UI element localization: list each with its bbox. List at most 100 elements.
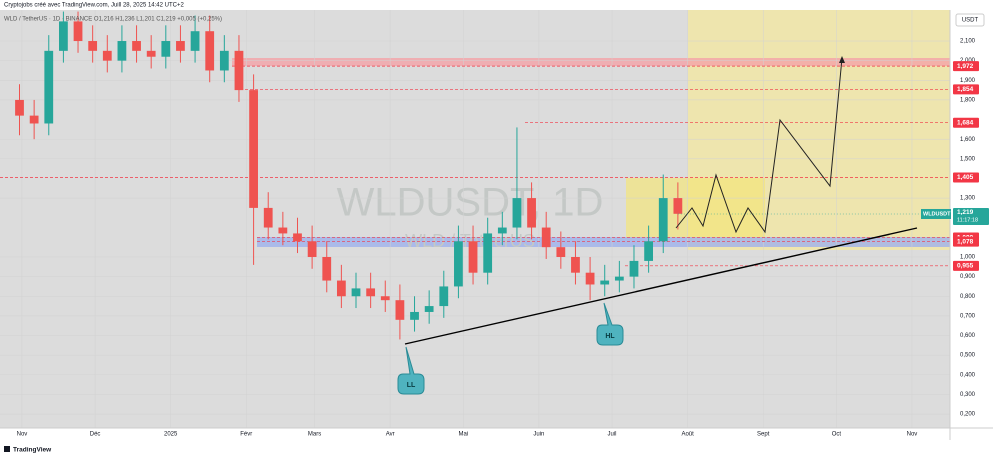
candle-body xyxy=(351,288,361,297)
level-label: 1,405 xyxy=(957,174,974,181)
y-tick-label: 0,700 xyxy=(960,313,976,319)
countdown: 11:17:18 xyxy=(957,217,978,223)
level-label: 0,955 xyxy=(957,263,974,270)
candle-body xyxy=(527,198,536,228)
candle-body xyxy=(614,276,624,281)
candle-body xyxy=(424,306,434,312)
candle-body xyxy=(205,31,215,71)
x-tick-label: Juin xyxy=(533,432,544,438)
x-tick-label: 2025 xyxy=(164,432,178,438)
candle-body xyxy=(673,198,683,214)
candle-body xyxy=(512,198,522,228)
candle-body xyxy=(44,50,54,124)
trend-line xyxy=(404,227,918,345)
time-axis xyxy=(0,428,993,456)
x-tick-label: Avr xyxy=(386,432,395,438)
callout xyxy=(397,346,425,395)
candle-body xyxy=(483,233,493,273)
y-tick-label: 1,300 xyxy=(960,196,976,202)
projection-path xyxy=(675,57,843,234)
candle-body xyxy=(176,41,185,51)
candle-body xyxy=(59,21,68,51)
symbol-label: WLDUSDT xyxy=(923,211,951,217)
legend: WLD / TetherUS · 1D · BINANCE O1,216 H1,… xyxy=(4,17,222,23)
level-badge xyxy=(953,236,979,247)
y-tick-label: 0,500 xyxy=(960,353,976,359)
candle-body xyxy=(88,41,98,51)
candle-body xyxy=(644,241,654,261)
level-badge xyxy=(953,61,979,72)
x-tick-label: Mai xyxy=(458,432,468,438)
watermark: WLDUSDT, 1D xyxy=(337,181,604,225)
y-tick-label: 1,900 xyxy=(960,78,976,84)
x-tick-label: Févr xyxy=(240,432,252,438)
y-tick-label: 0,900 xyxy=(960,274,976,280)
candle-body xyxy=(190,31,200,51)
y-tick-label: 0,400 xyxy=(960,372,976,378)
candle-body xyxy=(29,115,39,124)
callout xyxy=(596,302,624,346)
candle-body xyxy=(629,260,639,277)
candle-body xyxy=(132,41,141,51)
x-tick-label: Juil xyxy=(608,432,617,438)
candle-body xyxy=(146,50,156,57)
x-tick-label: Nov xyxy=(17,432,28,438)
last-price-label: 1,219 xyxy=(957,209,974,216)
y-tick-label: 0,300 xyxy=(960,392,976,398)
callout-label: HL xyxy=(605,333,615,340)
level-badge xyxy=(953,84,979,95)
level-label: 1,854 xyxy=(957,86,974,93)
candle-body xyxy=(249,90,258,208)
candle-body xyxy=(454,241,463,287)
candle-body xyxy=(322,256,332,281)
candle-body xyxy=(263,207,273,228)
brand-logo xyxy=(4,446,10,452)
candle-body xyxy=(102,50,112,61)
last-price-badge xyxy=(953,207,989,225)
currency: USDT xyxy=(962,18,979,24)
candle-body xyxy=(439,286,449,307)
y-tick-label: 0,800 xyxy=(960,294,976,300)
candle-body xyxy=(497,227,507,234)
arrow-head xyxy=(839,56,845,63)
resistance-zone xyxy=(232,58,950,66)
y-tick-label: 0,200 xyxy=(960,412,976,418)
level-badge xyxy=(953,172,979,183)
y-tick-label: 1,000 xyxy=(960,255,976,261)
x-tick-label: Nov xyxy=(907,432,918,438)
level-label: 1,972 xyxy=(957,63,974,70)
candle-body xyxy=(556,247,566,257)
x-tick-label: Mars xyxy=(308,432,321,438)
candle-body xyxy=(585,272,595,285)
x-tick-label: Sept xyxy=(757,432,770,438)
candle-body xyxy=(658,198,668,242)
candle-body xyxy=(15,99,24,116)
candle-body xyxy=(117,41,127,61)
candle-body xyxy=(600,280,610,285)
x-tick-label: Oct xyxy=(832,432,842,438)
candle-body xyxy=(278,227,288,234)
candle-body xyxy=(234,50,244,91)
candle-body xyxy=(395,300,405,320)
symbol-badge xyxy=(921,208,951,219)
currency-box xyxy=(955,13,985,27)
y-tick-label: 1,800 xyxy=(960,98,976,104)
candle-body xyxy=(293,233,302,242)
candle-body xyxy=(307,241,317,257)
level-label: 1,684 xyxy=(957,119,974,126)
x-tick-label: Août xyxy=(681,432,694,438)
y-tick-label: 1,600 xyxy=(960,137,976,143)
y-tick-label: 1,500 xyxy=(960,156,976,162)
candle-body xyxy=(73,21,83,42)
brand: TradingView xyxy=(13,447,52,454)
candle-body xyxy=(336,280,346,297)
level-badge xyxy=(953,260,979,271)
candle-body xyxy=(219,50,229,71)
header: Cryptojobs créé avec TradingView.com, Ju… xyxy=(4,3,184,9)
x-tick-label: Déc xyxy=(90,432,101,438)
callout-label: LL xyxy=(407,382,416,389)
level-label: 1,078 xyxy=(957,238,974,245)
range-box xyxy=(626,178,765,238)
candle-body xyxy=(541,227,551,248)
